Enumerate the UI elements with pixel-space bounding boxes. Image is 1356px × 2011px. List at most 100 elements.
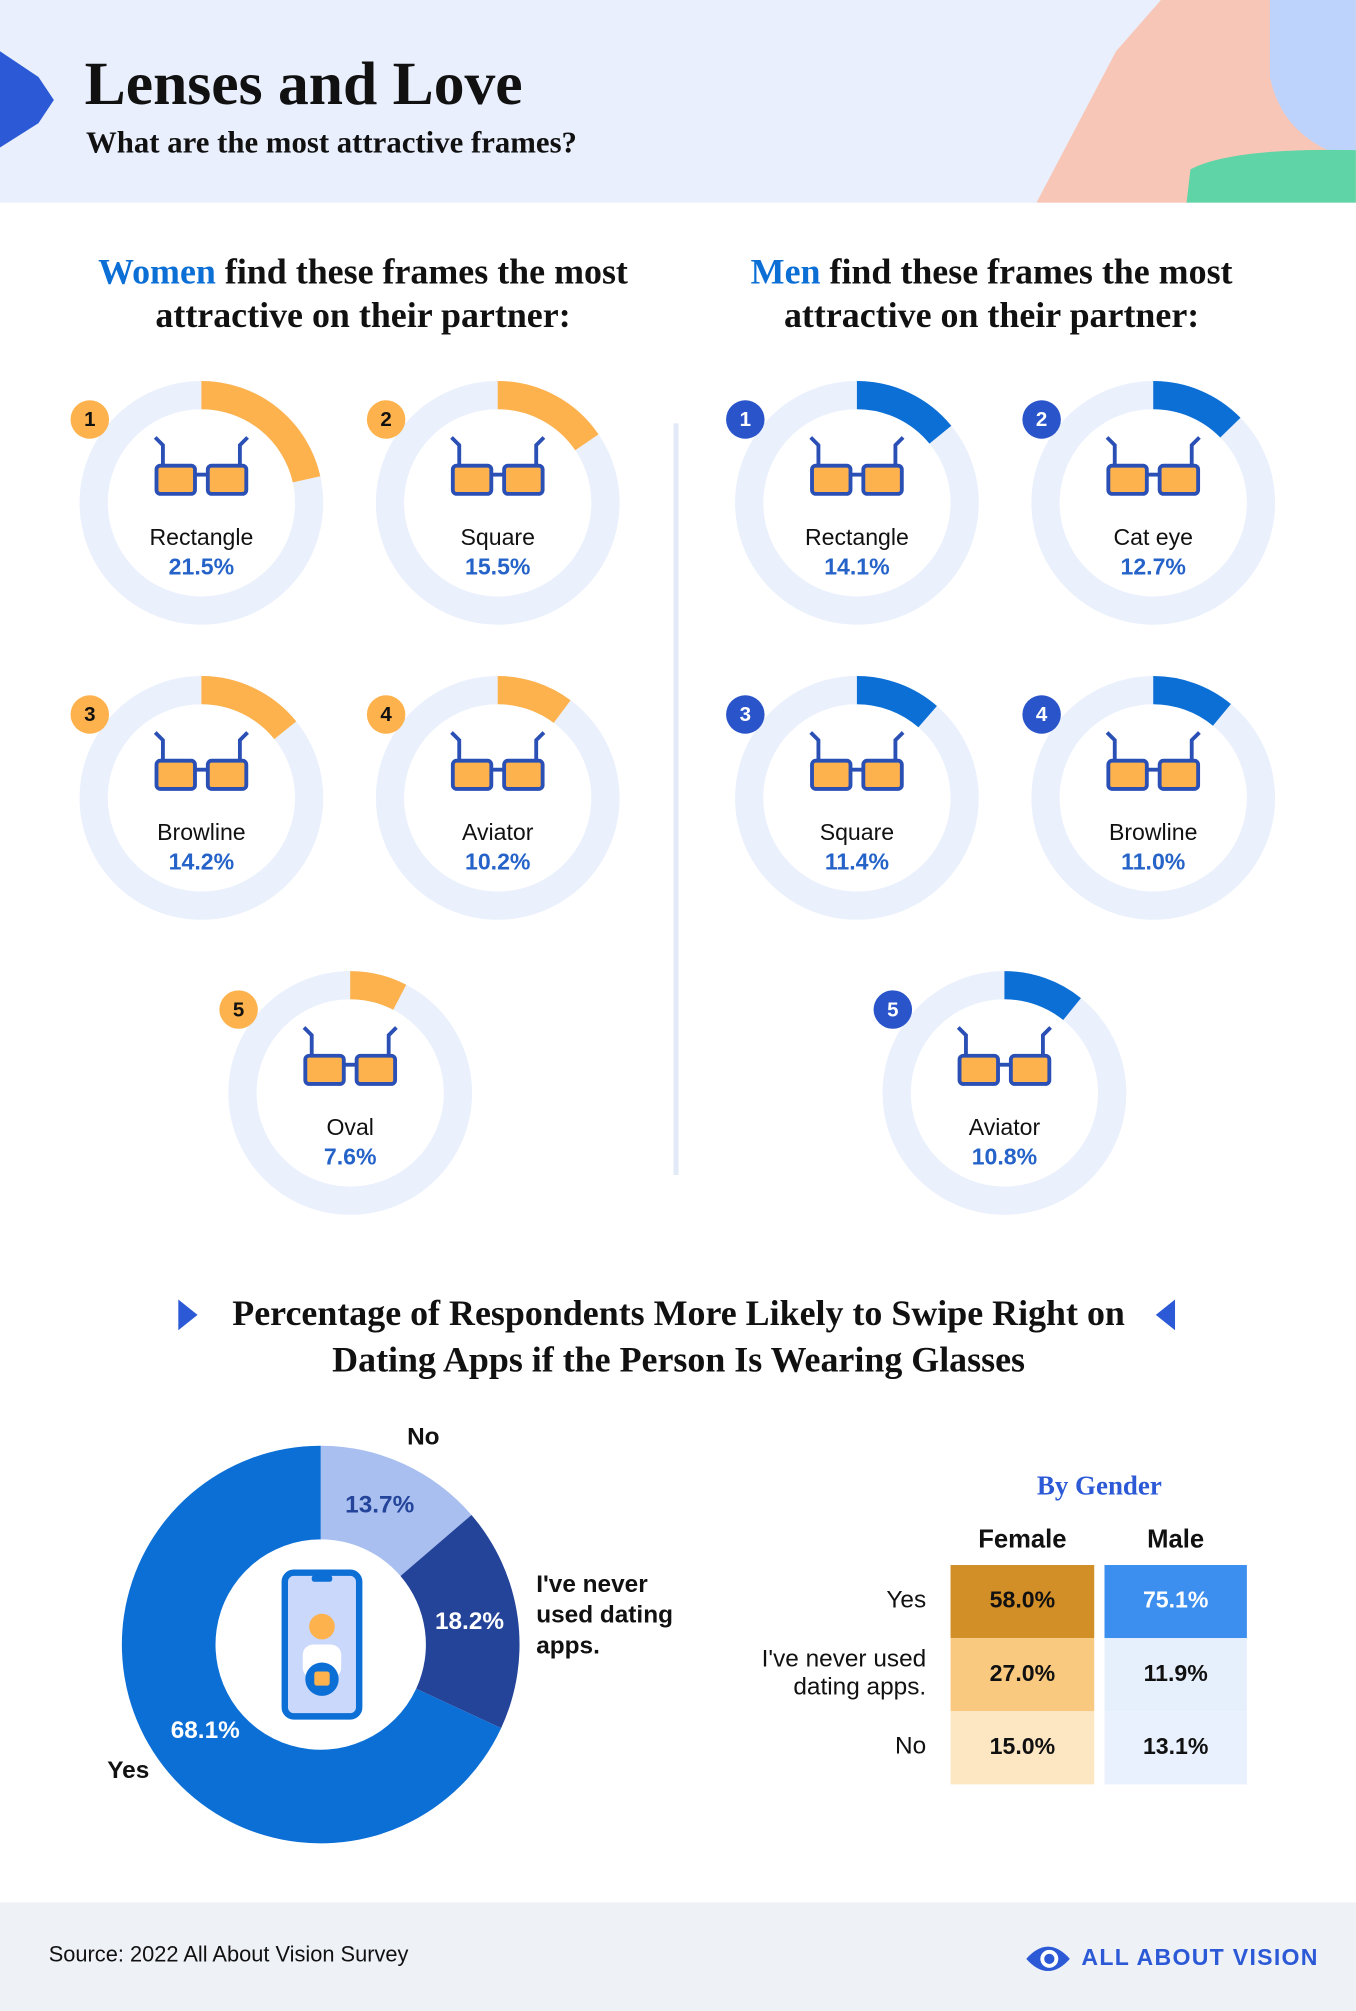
glasses-lens	[1106, 758, 1149, 791]
glasses-lens	[1157, 463, 1201, 496]
ring-arc	[349, 971, 407, 1011]
donut-slice	[320, 1445, 472, 1576]
rank-label: 4	[1036, 703, 1048, 726]
section-title: Men find these frames the most attractiv…	[703, 251, 1280, 338]
cell-label: 27.0%	[990, 1660, 1055, 1686]
rank-badge	[70, 400, 110, 439]
value-label: 11.0%	[1121, 848, 1185, 874]
rank-badge	[873, 990, 913, 1029]
glasses-icon	[956, 1026, 1052, 1086]
thumb-icon	[314, 1671, 330, 1686]
section-title-text: find these frames the most attractive on…	[155, 252, 628, 337]
section-title-text: find these frames the most attractive on…	[783, 252, 1233, 337]
row-label: No	[895, 1732, 927, 1760]
glasses-lens	[205, 758, 249, 791]
ring-arc	[497, 676, 571, 724]
glasses-lens	[354, 1053, 398, 1086]
value-label: 21.5%	[169, 553, 234, 579]
brand: ALL ABOUT VISION	[1081, 1944, 1319, 1971]
cell-label: 75.1%	[1143, 1587, 1208, 1613]
title-arrow	[178, 1299, 198, 1331]
glasses-lens	[303, 1053, 346, 1086]
glasses-lens	[957, 1053, 1000, 1086]
glasses-lens	[1157, 758, 1201, 791]
rank-label: 2	[1036, 408, 1047, 431]
glasses-icon	[153, 731, 249, 791]
slice-label: Yes	[107, 1757, 150, 1785]
category-label: Rectangle	[149, 524, 253, 550]
subtitle: What are the most attractive frames?	[85, 126, 577, 161]
glasses-lens	[1008, 1053, 1052, 1086]
source: Source: 2022 All About Vision Survey	[48, 1942, 409, 1967]
rank-label: 2	[380, 408, 391, 431]
glasses-icon	[809, 436, 905, 496]
slice-value-label: 68.1%	[171, 1717, 240, 1744]
category-label: Browline	[157, 819, 246, 845]
cell-label: 58.0%	[990, 1587, 1055, 1613]
rank-badge	[219, 990, 258, 1029]
cell-label: 13.1%	[1143, 1733, 1208, 1759]
slice-value-label: 18.2%	[435, 1608, 504, 1635]
title-arrow	[1155, 1299, 1176, 1331]
glasses-lens	[810, 463, 853, 496]
value-label: 15.5%	[465, 553, 530, 579]
footer-band	[0, 1902, 1356, 2011]
slice-label: No	[407, 1423, 440, 1451]
rank-label: 1	[740, 408, 751, 431]
avatar-head	[309, 1613, 335, 1640]
table-cell	[1104, 1638, 1247, 1712]
glasses-lens	[450, 758, 494, 791]
column-header: Male	[1147, 1525, 1204, 1553]
title: Lenses and Love	[84, 50, 523, 119]
column-header: Female	[978, 1525, 1066, 1553]
category-label: Browline	[1109, 819, 1198, 845]
ring-arc	[200, 676, 297, 740]
table-cell	[1104, 1565, 1247, 1639]
category-label: Square	[461, 524, 535, 550]
ring-arc	[1003, 971, 1081, 1021]
glasses-lens	[1106, 463, 1149, 496]
slice-value-label: 13.7%	[345, 1491, 414, 1518]
glasses-icon	[1105, 731, 1201, 791]
glasses-icon	[1105, 436, 1201, 496]
donut-slice	[121, 1445, 502, 1844]
cell-label: 11.9%	[1144, 1660, 1208, 1686]
table-cell	[950, 1565, 1095, 1639]
rank-label: 5	[233, 998, 244, 1021]
value-label: 11.4%	[825, 848, 889, 874]
value-label: 14.1%	[824, 553, 889, 579]
glasses-lens	[154, 758, 197, 791]
rank-label: 3	[84, 703, 95, 726]
rank-badge	[726, 695, 765, 734]
glasses-lens	[810, 758, 853, 791]
highlight: Men	[750, 252, 821, 293]
table-cell	[950, 1638, 1095, 1712]
glasses-lens	[154, 463, 197, 496]
value-label: 7.6%	[324, 1143, 377, 1169]
category-label: Rectangle	[805, 524, 909, 550]
pie-title: Percentage of Respondents More Likely to…	[232, 1294, 1125, 1381]
slice-label: I've never used dating apps.	[536, 1571, 673, 1660]
ring-arc	[200, 380, 321, 483]
phone-notch	[311, 1575, 333, 1582]
section-title: Women find these frames the most attract…	[62, 251, 665, 338]
rank-badge	[726, 400, 765, 439]
rank-badge	[1022, 400, 1061, 439]
glasses-lens	[205, 463, 249, 496]
header-shape	[1186, 149, 1356, 203]
rank-badge	[366, 695, 406, 734]
category-label: Aviator	[969, 1114, 1041, 1140]
glasses-lens	[861, 463, 904, 496]
rank-label: 3	[740, 703, 751, 726]
rank-badge	[70, 695, 110, 734]
rank-label: 5	[887, 998, 898, 1021]
table-title: By Gender	[1036, 1470, 1162, 1501]
category-label: Cat eye	[1113, 524, 1193, 550]
table-cell	[1104, 1711, 1247, 1785]
value-label: 10.2%	[465, 848, 530, 874]
glasses-icon	[153, 436, 249, 496]
value-label: 12.7%	[1121, 553, 1186, 579]
